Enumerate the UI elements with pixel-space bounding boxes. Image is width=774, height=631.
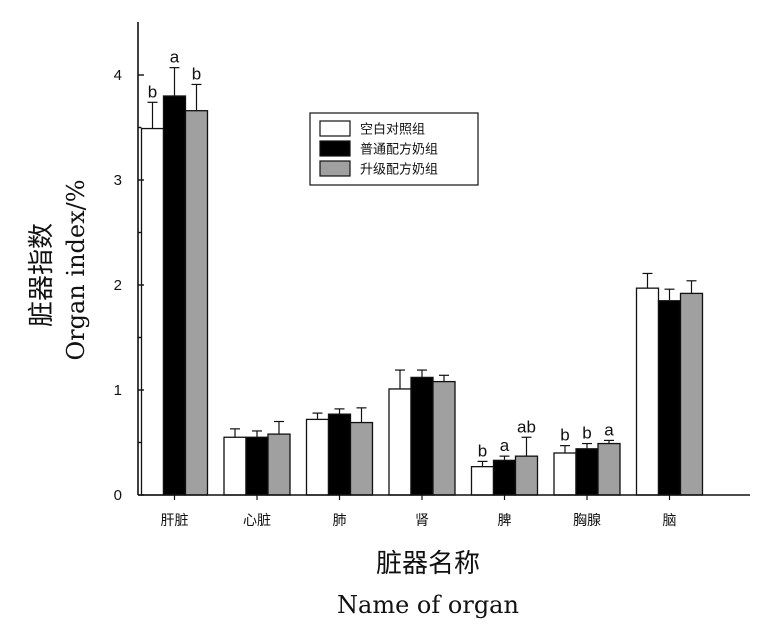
bar — [305, 418, 330, 496]
x-category-label: 脑 — [663, 513, 677, 529]
y-axis-title-cn: 脏器指数 — [27, 223, 57, 327]
bar — [388, 388, 412, 496]
bar — [470, 465, 495, 496]
bar — [245, 436, 269, 496]
significance-label: a — [604, 420, 614, 439]
x-axis-title-cn: 脏器名称 — [376, 549, 480, 579]
bar — [140, 127, 165, 496]
y-axis-title-en: Organ index/% — [62, 179, 90, 360]
bar — [267, 433, 291, 496]
legend-label: 普通配方奶组 — [360, 142, 438, 158]
y-tick-label: 1 — [114, 382, 122, 399]
significance-label: b — [478, 441, 487, 460]
bar — [575, 448, 599, 496]
bar — [223, 436, 247, 496]
x-category-label: 脾 — [498, 513, 512, 529]
bar — [432, 380, 456, 496]
bar — [162, 95, 187, 496]
y-tick-label: 0 — [114, 487, 122, 504]
significance-label: ab — [517, 417, 536, 436]
x-category-label: 胸腺 — [573, 513, 601, 529]
bar — [597, 442, 621, 496]
bar — [514, 455, 539, 496]
bar — [679, 292, 704, 496]
significance-label: b — [148, 82, 157, 101]
bar — [327, 413, 352, 496]
bar — [349, 421, 374, 496]
legend-label: 空白对照组 — [360, 122, 425, 138]
x-category-label: 肾 — [415, 513, 429, 529]
y-tick-label: 2 — [114, 277, 122, 294]
x-category-label: 肺 — [333, 513, 347, 529]
significance-label: a — [500, 436, 510, 455]
x-category-label: 心脏 — [243, 513, 271, 529]
legend-swatch — [319, 160, 351, 177]
bar — [553, 452, 577, 496]
significance-label: b — [560, 426, 569, 445]
significance-label: b — [582, 424, 591, 443]
significance-label: a — [170, 48, 180, 67]
axes-layer: 0 1 2 3 4 肝脏 心脏 肺 肾 脾 胸腺 脑 — [114, 22, 750, 529]
bar — [635, 287, 660, 496]
bar — [492, 459, 517, 496]
bar — [184, 110, 209, 496]
x-category-label: 肝脏 — [161, 513, 189, 529]
bar — [657, 300, 682, 496]
y-tick-label: 3 — [114, 172, 122, 189]
legend-label: 升级配方奶组 — [360, 162, 438, 178]
bar — [410, 376, 434, 496]
significance-label: b — [192, 64, 201, 83]
x-axis-title-en: Name of organ — [337, 591, 519, 619]
y-tick-label: 4 — [114, 67, 122, 84]
legend-swatch — [319, 120, 351, 137]
legend-swatch — [319, 140, 351, 157]
